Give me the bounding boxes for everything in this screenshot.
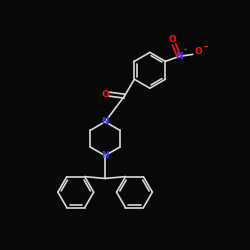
Text: N: N <box>101 117 109 126</box>
Text: N: N <box>101 151 109 160</box>
Text: N: N <box>175 52 183 61</box>
Text: O: O <box>169 36 177 44</box>
Text: −: − <box>202 44 208 50</box>
Text: +: + <box>182 48 188 52</box>
Text: O: O <box>102 90 110 99</box>
Text: O: O <box>194 48 202 56</box>
